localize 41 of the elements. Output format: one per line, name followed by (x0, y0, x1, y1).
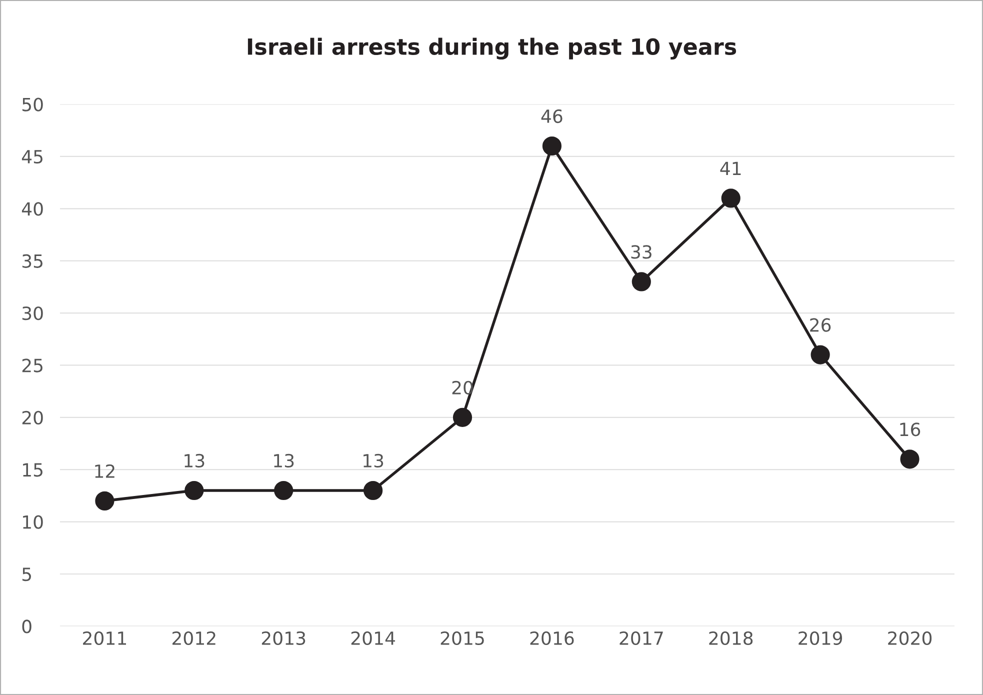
x-tick-label: 2015 (440, 631, 484, 646)
x-tick-label: 2020 (888, 631, 932, 646)
point (900, 450, 920, 469)
y-tick-label: 25 (22, 358, 42, 372)
point (95, 491, 114, 510)
y-tick-label: 10 (23, 515, 43, 529)
point (452, 408, 472, 427)
point (632, 272, 651, 292)
data-label: 13 (184, 454, 204, 468)
x-tick-label: 2013 (262, 631, 306, 646)
y-tick-label: 35 (22, 254, 42, 268)
point (364, 480, 383, 500)
data-label: 33 (631, 245, 652, 259)
chart-title: Israeli arrests during the past 10 years (248, 38, 736, 60)
data-label: 13 (364, 454, 384, 468)
data-label: 41 (720, 162, 741, 175)
y-tick-label: 50 (22, 98, 43, 112)
x-tick-label: 2016 (530, 631, 574, 646)
y-tick-label: 40 (22, 202, 43, 216)
data-label: 16 (900, 422, 920, 436)
y-tick-label: 0 (22, 620, 32, 634)
x-tick-label: 2019 (798, 631, 842, 646)
data-label: 12 (95, 464, 114, 478)
y-tick-label: 15 (23, 463, 42, 477)
x-tick-label: 2011 (83, 631, 126, 646)
x-tick-label: 2014 (351, 631, 396, 646)
point (721, 188, 740, 208)
y-tick-label: 20 (22, 410, 43, 425)
point (542, 136, 562, 156)
point (184, 480, 204, 500)
data-label: 13 (274, 454, 294, 468)
x-tick-label: 2012 (172, 631, 216, 646)
point (274, 480, 294, 500)
y-tick-label: 45 (22, 150, 42, 164)
data-label: 26 (810, 318, 831, 332)
y-tick-label: 30 (22, 306, 43, 320)
x-tick-label: 2018 (709, 631, 753, 646)
y-tick-label: 5 (22, 568, 31, 582)
point (810, 345, 830, 364)
data-label: 46 (541, 109, 562, 124)
x-tick-label: 2017 (620, 631, 663, 646)
